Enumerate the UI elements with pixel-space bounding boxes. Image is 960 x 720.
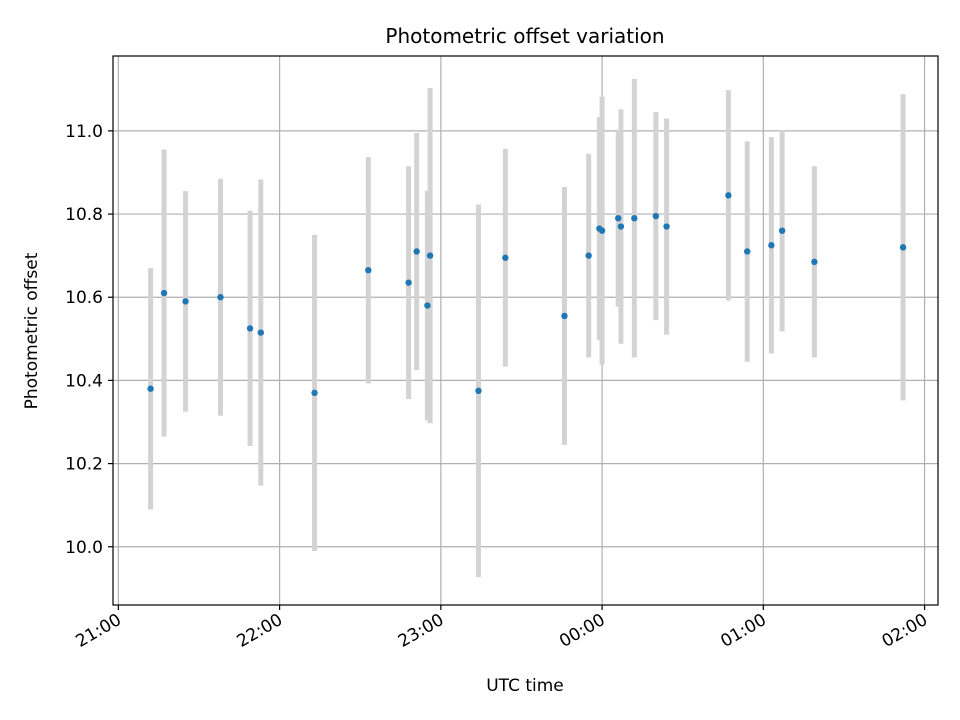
data-point <box>365 266 372 274</box>
data-points <box>147 192 907 397</box>
y-tick-label: 10.8 <box>65 205 103 225</box>
data-point <box>147 385 154 392</box>
data-point <box>744 248 751 255</box>
data-point <box>426 252 434 259</box>
data-point <box>405 279 412 286</box>
y-tick-label: 10.2 <box>65 455 103 475</box>
x-tick-label: 21:00 <box>72 610 124 652</box>
data-point <box>160 289 168 297</box>
data-point <box>652 212 660 220</box>
data-point <box>778 227 786 234</box>
data-point <box>413 248 420 255</box>
y-axis-label: Photometric offset <box>22 252 42 409</box>
x-tick-label: 00:00 <box>556 610 608 652</box>
x-tick-label: 22:00 <box>234 610 286 652</box>
data-point <box>257 329 265 336</box>
data-point <box>217 294 224 301</box>
plot-frame <box>112 55 939 606</box>
x-axis-label: UTC time <box>486 676 564 696</box>
data-point <box>631 215 638 222</box>
y-tick-label: 10.0 <box>65 538 103 558</box>
data-point <box>598 227 606 234</box>
data-point <box>811 258 818 266</box>
data-point <box>585 252 592 259</box>
y-tick-label: 10.6 <box>65 288 103 308</box>
data-point <box>246 325 254 332</box>
x-axis-ticks: 21:00 22:00 23:00 00:00 01:00 02:00 <box>72 605 931 652</box>
data-point <box>424 302 431 309</box>
y-axis-ticks: 10.0 10.2 10.4 10.6 10.8 11.0 <box>65 122 113 558</box>
x-tick-label: 23:00 <box>395 610 447 652</box>
data-point <box>615 215 622 222</box>
chart-title: Photometric offset variation <box>385 24 664 48</box>
data-point <box>182 298 189 305</box>
y-tick-label: 11.0 <box>65 122 103 142</box>
x-tick-label: 01:00 <box>717 610 769 652</box>
data-point <box>617 223 625 230</box>
data-point <box>663 223 670 230</box>
data-point <box>502 254 509 261</box>
y-tick-label: 10.4 <box>65 371 103 391</box>
x-tick-label: 02:00 <box>879 610 931 652</box>
data-point <box>899 244 907 251</box>
data-point <box>768 242 775 249</box>
data-point <box>311 389 318 397</box>
data-point <box>561 312 568 320</box>
data-point <box>475 387 482 395</box>
data-point <box>725 192 732 199</box>
